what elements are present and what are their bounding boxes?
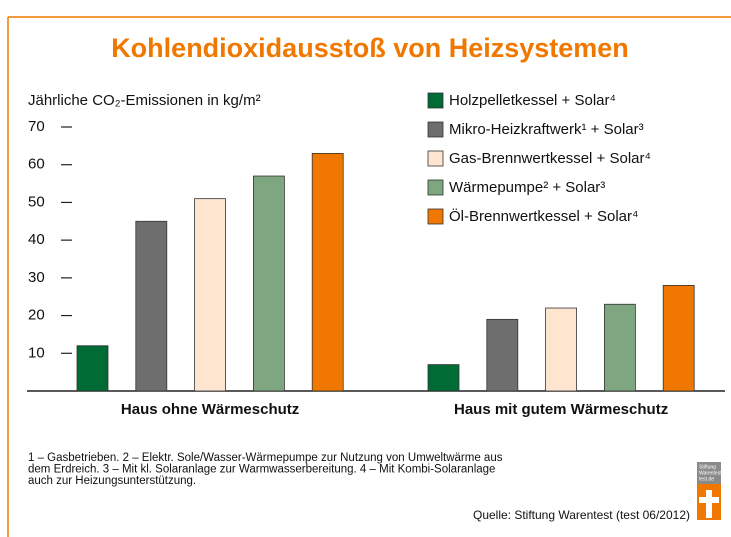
y-axis-label: Jährliche CO₂-Emissionen in kg/m² — [28, 92, 261, 109]
footnote: 1 – Gasbetrieben. 2 – Elektr. Sole/Wasse… — [28, 452, 503, 464]
logo-text: Stiftung — [699, 464, 716, 470]
footnote: auch zur Heizungsunterstützung. — [28, 475, 196, 487]
bar — [604, 303, 636, 392]
bar — [76, 345, 109, 392]
bar — [662, 284, 695, 392]
logo-plus — [699, 497, 719, 503]
bar — [545, 307, 577, 392]
y-tick-label: 70 — [28, 118, 45, 135]
source: Quelle: Stiftung Warentest (test 06/2012… — [473, 508, 690, 522]
legend-label: Öl-Brennwertkessel + Solar⁴ — [449, 207, 638, 225]
bar — [486, 318, 519, 392]
logo-text: Warentest — [699, 470, 722, 476]
legend-label: Gas-Brennwertkessel + Solar⁴ — [449, 150, 651, 167]
legend-label: Mikro-Heizkraftwerk¹ + Solar³ — [449, 121, 644, 138]
legend-label: Wärmepumpe² + Solar³ — [449, 179, 605, 196]
y-tick-label: 30 — [28, 269, 45, 286]
logo-plus — [706, 490, 712, 518]
chart-title: Kohlendioxidausstoß von Heizsystemen — [111, 33, 629, 63]
legend-label: Holzpelletkessel + Solar⁴ — [449, 92, 616, 109]
legend-swatch — [427, 92, 444, 109]
y-tick-label: 50 — [28, 193, 45, 210]
legend-swatch — [427, 179, 444, 196]
legend-swatch — [427, 208, 444, 225]
bar — [135, 220, 168, 392]
bar — [194, 198, 227, 392]
logo-top — [697, 462, 721, 484]
legend-swatch — [427, 150, 444, 167]
logo-text: test.de — [699, 476, 714, 482]
bar — [311, 152, 344, 392]
bar — [252, 175, 285, 392]
y-tick-label: 20 — [28, 307, 45, 324]
y-tick-label: 10 — [28, 344, 45, 361]
legend-swatch — [427, 121, 444, 138]
y-tick-label: 40 — [28, 231, 45, 248]
footnote: dem Erdreich. 3 – Mit kl. Solaranlage zu… — [28, 464, 495, 476]
x-tick-label: Haus ohne Wärmeschutz — [121, 401, 299, 418]
x-tick-label: Haus mit gutem Wärmeschutz — [454, 401, 668, 418]
bar — [427, 364, 460, 392]
y-tick-label: 60 — [28, 156, 45, 173]
